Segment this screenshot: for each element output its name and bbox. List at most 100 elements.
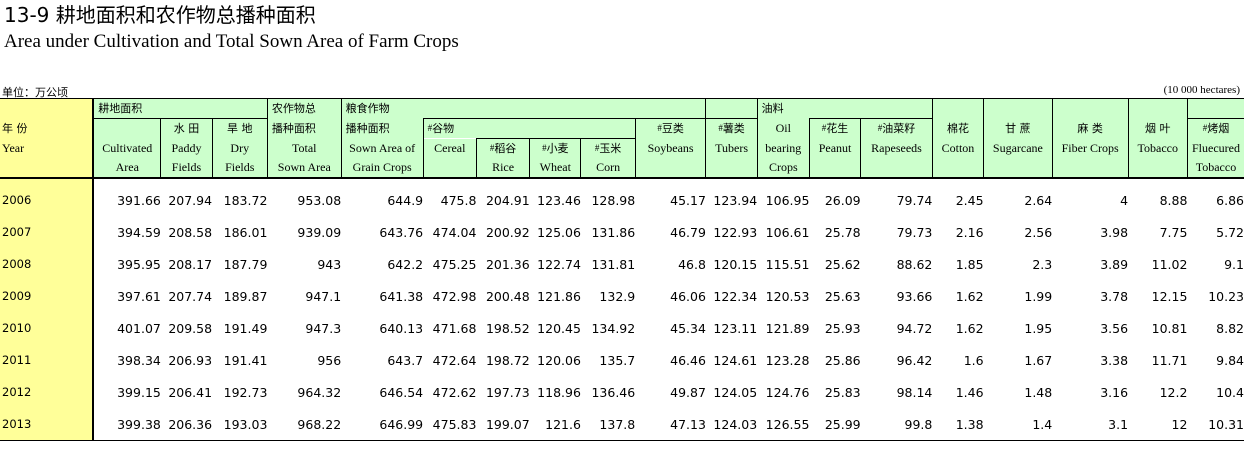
value-cell: 643.7 <box>387 352 424 368</box>
value-cell: 1.62 <box>955 320 984 336</box>
grain-header-cn1: 粮食作物 <box>340 98 424 119</box>
value-cell: 137.8 <box>580 408 636 441</box>
value-cell: 3.78 <box>1100 288 1129 304</box>
value-cell: 206.93 <box>168 352 213 368</box>
value-cell: 3.16 <box>1100 384 1129 400</box>
wheat-header-en: Wheat <box>529 158 581 179</box>
table-row: 2011 398.34 206.93 191.41 956 643.7 472.64 198.… <box>0 344 1244 376</box>
value-cell: 46.79 <box>670 224 706 240</box>
value-cell: 208.58 <box>168 224 213 240</box>
page-title-en: Area under Cultivation and Total Sown Ar… <box>4 31 459 52</box>
value-cell: 206.36 <box>160 408 213 441</box>
page-title-cn: 13-9 耕地面积和农作物总播种面积 <box>4 3 316 27</box>
value-cell: 25.86 <box>824 352 861 368</box>
value-cell: 646.54 <box>379 384 424 400</box>
year-header-cn: 年 份 <box>0 118 95 139</box>
table-row: 2012 399.15 206.41 192.73 964.32 646.54 472.62… <box>0 376 1244 408</box>
value-cell: 135.7 <box>599 352 636 368</box>
value-cell: 3.98 <box>1100 224 1129 240</box>
value-cell: 120.15 <box>713 256 758 272</box>
year-cell: 2012 <box>0 376 95 408</box>
year-cell: 2010 <box>0 312 95 344</box>
value-cell: 46.06 <box>670 288 706 304</box>
value-cell: 1.6 <box>963 352 984 368</box>
value-cell: 968.22 <box>267 408 342 441</box>
unit-label-en: (10 000 hectares) <box>1163 84 1240 96</box>
value-cell: 474.04 <box>432 224 477 240</box>
value-cell: 121.6 <box>529 408 581 441</box>
year-cell: 2006 <box>0 184 95 216</box>
value-cell: 45.17 <box>670 192 706 208</box>
grain-header-en1: Sown Area of <box>340 138 424 158</box>
crop-area-table: 耕地面积 农作物总 粮食作物 油料 年 份 水 田 旱 地 播种面积 播种面积 … <box>0 98 1244 441</box>
value-cell: 471.68 <box>432 320 477 336</box>
value-cell: 106.61 <box>765 224 810 240</box>
value-cell: 9.84 <box>1216 352 1244 368</box>
cereal-header-en: Cereal <box>422 138 477 158</box>
tobacco-header-cn: 烟 叶 <box>1127 118 1188 139</box>
value-cell: 126.55 <box>757 408 810 441</box>
total-sown-header-en2: Sown Area <box>266 158 342 179</box>
value-cell: 128.98 <box>591 192 636 208</box>
value-cell: 12.15 <box>1151 288 1188 304</box>
oil-crops-header-en3: Crops <box>756 158 810 179</box>
value-cell: 79.73 <box>896 224 933 240</box>
value-cell: 122.74 <box>537 256 581 272</box>
value-cell: 131.86 <box>591 224 636 240</box>
rapeseed-header-en: Rapeseeds <box>860 138 933 158</box>
value-cell: 123.46 <box>537 192 581 208</box>
value-cell: 391.66 <box>117 192 161 208</box>
value-cell: 1.85 <box>955 256 984 272</box>
total-sown-header-en1: Total <box>266 138 342 158</box>
rice-header-cn: #稻谷 <box>475 138 530 158</box>
flue-tobacco-header-en1: Fluecured <box>1186 138 1244 158</box>
value-cell: 644.9 <box>387 192 424 208</box>
value-cell: 204.91 <box>485 192 530 208</box>
unit-label-cn: 单位：万公顷 <box>2 86 68 99</box>
value-cell: 2.64 <box>1024 192 1053 208</box>
peanut-header-en: Peanut <box>808 138 861 158</box>
value-cell: 25.83 <box>824 384 861 400</box>
table-row: 2010 401.07 209.58 191.49 947.3 640.13 471.68 1… <box>0 312 1244 344</box>
cotton-header-cn: 棉花 <box>931 118 984 139</box>
dry-header-en1: Dry <box>211 138 268 158</box>
flue-tobacco-header-cn: #烤烟 <box>1186 118 1244 139</box>
value-cell: 399.38 <box>93 408 161 441</box>
value-cell: 124.03 <box>705 408 758 441</box>
value-cell: 3.1 <box>1052 408 1129 441</box>
value-cell: 397.61 <box>117 288 161 304</box>
value-cell: 7.75 <box>1159 224 1188 240</box>
tubers-header-en: Tubers <box>705 138 758 158</box>
value-cell: 398.34 <box>117 352 161 368</box>
value-cell: 11.02 <box>1151 256 1188 272</box>
tobacco-header-en: Tobacco <box>1127 138 1188 158</box>
value-cell: 947.3 <box>305 320 342 336</box>
value-cell: 122.93 <box>713 224 758 240</box>
paddy-header-en1: Paddy <box>160 138 213 158</box>
value-cell: 956 <box>317 352 342 368</box>
value-cell: 198.72 <box>485 352 530 368</box>
peanut-header-cn: #花生 <box>808 118 861 139</box>
value-cell: 206.41 <box>168 384 213 400</box>
value-cell: 646.99 <box>341 408 424 441</box>
value-cell: 394.59 <box>117 224 161 240</box>
soybeans-header-cn: #豆类 <box>634 118 706 139</box>
cotton-header-en: Cotton <box>931 138 984 158</box>
data-rows: 2006 391.66 207.94 183.72 953.08 644.9 475.8 20… <box>0 178 1244 441</box>
value-cell: 123.94 <box>713 192 758 208</box>
fiber-header-cn: 麻 类 <box>1051 118 1129 139</box>
value-cell: 192.73 <box>223 384 268 400</box>
value-cell: 475.83 <box>423 408 477 441</box>
value-cell: 947.1 <box>305 288 342 304</box>
value-cell: 640.13 <box>379 320 424 336</box>
value-cell: 12.2 <box>1159 384 1188 400</box>
value-cell: 2.16 <box>955 224 984 240</box>
value-cell: 1.95 <box>1024 320 1053 336</box>
tubers-header-cn: #薯类 <box>705 118 758 139</box>
value-cell: 10.31 <box>1187 408 1244 441</box>
value-cell: 4 <box>1120 192 1129 208</box>
value-cell: 399.15 <box>117 384 161 400</box>
paddy-header-en2: Fields <box>160 158 213 179</box>
value-cell: 79.74 <box>896 192 933 208</box>
value-cell: 106.95 <box>765 192 810 208</box>
